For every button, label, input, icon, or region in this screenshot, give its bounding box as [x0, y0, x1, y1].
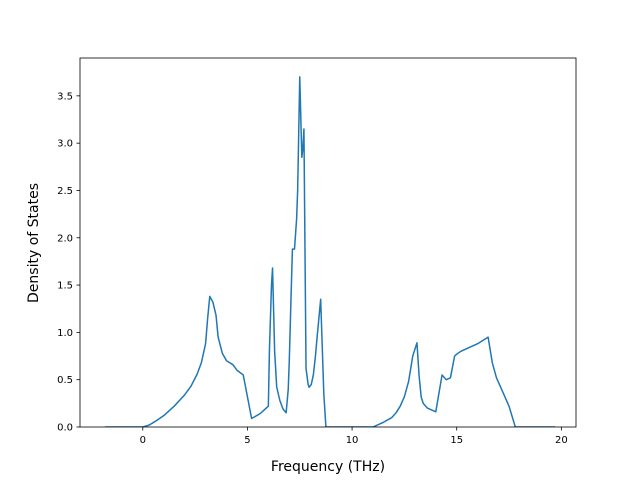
plot-frame: [79, 57, 577, 428]
dos-series-line-0: [105, 76, 556, 427]
y-tick-label: 3.5: [57, 91, 73, 102]
y-axis-label: Density of States: [26, 183, 42, 303]
y-tick-label: 1.0: [57, 328, 73, 339]
y-tick-label: 1.5: [57, 281, 73, 292]
plot-layer: [105, 76, 556, 427]
y-tick-label: 2.0: [57, 233, 73, 244]
y-tick-label: 2.5: [57, 186, 73, 197]
x-tick-label: 5: [244, 435, 250, 446]
y-tick-label: 3.0: [57, 139, 73, 150]
y-tick-label: 0.0: [57, 423, 73, 434]
x-tick-label: 15: [450, 435, 463, 446]
x-tick-label: 0: [140, 435, 146, 446]
x-tick-label: 10: [346, 435, 359, 446]
y-tick-label: 0.5: [57, 375, 73, 386]
x-tick-label: 20: [555, 435, 568, 446]
axes-layer: 0 5 10 15 20 0.0 0.5 1.0 1.5 2.0 2.5 3.0 3.5: [57, 57, 577, 446]
x-axis-label: Frequency (THz): [271, 459, 385, 475]
